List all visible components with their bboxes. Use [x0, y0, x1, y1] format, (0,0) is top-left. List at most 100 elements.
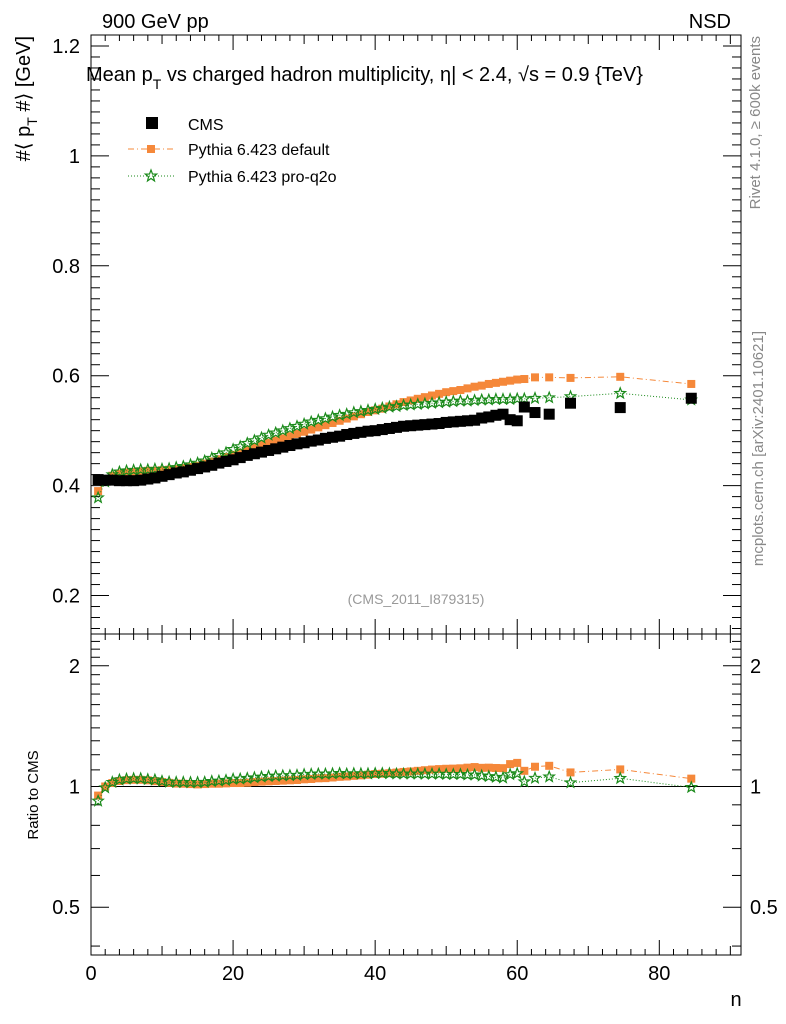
data-point-pythia-default [378, 404, 387, 413]
data-point-pythia-proq2o [542, 769, 557, 783]
data-point-pythia-proq2o [105, 775, 120, 789]
data-point-pythia-default [271, 436, 280, 445]
data-point-pythia-default [499, 764, 508, 773]
data-point-pythia-default [321, 774, 330, 783]
data-point-pythia-default [158, 778, 167, 787]
data-point-pythia-default [513, 375, 522, 384]
data-point-cms [170, 467, 182, 479]
data-point-pythia-default [470, 382, 479, 391]
xtick-label: 20 [222, 963, 244, 985]
data-point-cms [291, 438, 303, 450]
legend-marker-pythia-default [147, 145, 155, 153]
data-point-pythia-default [179, 779, 188, 788]
data-point-cms [341, 429, 353, 441]
data-point-cms [454, 415, 466, 427]
ylabel-part-b: #⟩ [GeV] [13, 36, 35, 117]
data-point-pythia-default [364, 770, 373, 779]
data-point-cms [263, 444, 275, 456]
data-point-pythia-default [530, 762, 539, 771]
main-axis-ticks [90, 35, 741, 634]
data-point-pythia-default [271, 776, 280, 785]
data-point-pythia-proq2o [481, 769, 496, 783]
data-point-pythia-default [477, 381, 486, 390]
data-point-pythia-default [442, 388, 451, 397]
data-point-cms [305, 435, 317, 447]
data-point-pythia-default [264, 777, 273, 786]
data-point-pythia-proq2o [254, 430, 269, 444]
series-line-pythia-6-423-pro-q2o [97, 392, 692, 498]
title-subscript: T [153, 76, 162, 92]
data-point-pythia-proq2o [528, 390, 542, 405]
data-point-pythia-default [378, 769, 387, 778]
data-point-pythia-default [285, 776, 294, 785]
data-point-pythia-proq2o [226, 442, 240, 456]
data-point-pythia-proq2o [247, 433, 262, 447]
data-point-pythia-default [186, 780, 195, 789]
data-point-pythia-default [520, 375, 529, 384]
data-point-cms [284, 440, 296, 452]
data-point-cms [469, 414, 481, 426]
data-point-pythia-proq2o [133, 771, 148, 785]
data-point-cms [270, 443, 282, 455]
data-point-cms [106, 474, 118, 486]
data-point-pythia-default [513, 758, 522, 767]
analysis-watermark: (CMS_2011_I879315) [348, 591, 485, 607]
legend-label-pythia-default: Pythia 6.423 default [188, 142, 330, 159]
main-ytick-label: 1.2 [52, 36, 80, 58]
ylabel-part-a: #⟨ p [13, 126, 35, 162]
data-point-pythia-proq2o [240, 436, 255, 450]
data-point-pythia-default [300, 427, 309, 436]
data-point-pythia-default [616, 372, 625, 381]
data-point-cms [447, 416, 459, 428]
data-point-cms [462, 415, 474, 427]
x-axis-label: n [730, 989, 741, 1011]
data-point-pythia-default [477, 763, 486, 772]
data-point-pythia-default [172, 779, 181, 788]
title-part-f: = 0.9 {TeV} [539, 64, 643, 86]
data-point-pythia-proq2o [474, 768, 489, 782]
data-point-pythia-proq2o [155, 773, 169, 787]
data-point-cms [220, 455, 232, 467]
chart-title: Mean pT vs charged hadron multiplicity, … [86, 64, 643, 92]
data-point-pythia-default [129, 775, 138, 784]
data-point-pythia-proq2o [684, 780, 699, 794]
title-part-a: Mean p [86, 64, 153, 86]
ratio-ytick-label: 0.5 [750, 897, 778, 919]
data-point-cms [504, 414, 516, 426]
side-label-bottom: mcplots.cern.ch [arXiv:2401.10621] [750, 331, 767, 566]
main-ytick-labels: 0.2 0.4 0.6 0.8 1 1.2 [52, 36, 80, 608]
data-point-pythia-default [463, 384, 472, 393]
data-point-cms [685, 392, 697, 404]
legend-label-pythia-proq2o: Pythia 6.423 pro-q2o [188, 169, 337, 186]
data-point-pythia-default [293, 429, 302, 438]
data-point-pythia-default [484, 379, 493, 388]
data-point-pythia-proq2o [510, 766, 525, 780]
data-point-pythia-default [449, 387, 458, 396]
data-point-pythia-proq2o [91, 490, 105, 504]
data-point-cms [490, 409, 502, 421]
title-part-d: | < 2.4, [451, 64, 518, 86]
data-point-pythia-default [687, 774, 696, 783]
data-point-pythia-proq2o [613, 771, 628, 785]
main-ytick-label: 0.2 [52, 586, 80, 608]
legend-label-cms: CMS [188, 117, 224, 134]
data-point-pythia-default [616, 765, 625, 774]
data-point-cms [255, 446, 267, 458]
data-point-pythia-default [470, 763, 479, 772]
data-point-pythia-default [158, 466, 167, 475]
header-left: 900 GeV pp [102, 11, 209, 33]
data-point-cms [348, 427, 360, 439]
data-point-pythia-default [491, 763, 500, 772]
data-point-cms [362, 425, 374, 437]
data-point-cms [192, 463, 204, 475]
legend-marker-cms [146, 117, 158, 129]
data-point-cms [156, 470, 168, 482]
side-label-top: Rivet 4.1.0, ≥ 600k events [747, 36, 764, 209]
xtick-label: 80 [648, 963, 670, 985]
legend: CMS Pythia 6.423 default Pythia 6.423 pr… [128, 117, 337, 186]
main-ylabel: #⟨ pT #⟩ [GeV] [13, 36, 40, 161]
data-point-cms [213, 457, 225, 469]
data-point-pythia-default [435, 389, 444, 398]
data-point-cms [369, 425, 381, 437]
